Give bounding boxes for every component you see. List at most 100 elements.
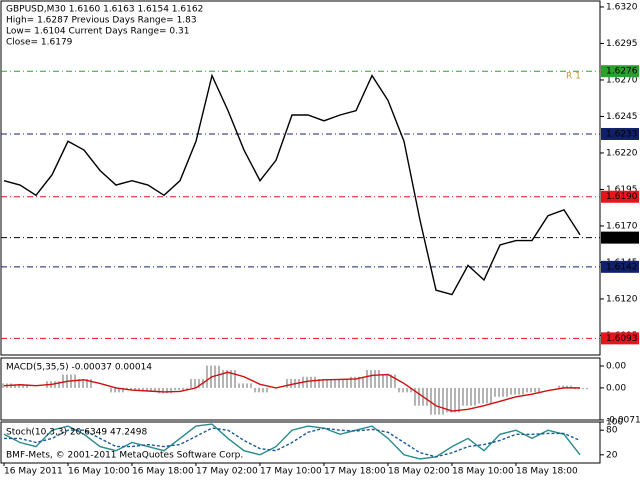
macd-bar [450,387,452,413]
macd-bar [498,387,500,397]
macd-bar [110,387,112,393]
macd-bar [290,378,292,388]
y-tick-label: 0.00 [606,362,626,372]
y-tick-label: 1.6270 [606,75,638,85]
level-box [601,231,639,244]
info-text: Close= 1.6179 [6,38,73,48]
macd-bar [154,387,156,392]
macd-bar [266,387,268,393]
macd-bar [162,387,164,394]
panel-title: MACD(5,35,5) -0.00037 0.00014 [6,363,152,373]
macd-bar [198,378,200,388]
y-tick-label: 1.6120 [606,294,638,304]
macd-bar [146,387,148,392]
y-tick-label: -0.00718 [606,415,640,425]
macd-bar [562,385,564,388]
x-tick-label: 16 May 2011 [4,467,63,477]
x-tick-label: 17 May 18:00 [324,467,386,477]
x-tick-label: 17 May 10:00 [260,467,322,477]
macd-bar [566,385,568,388]
macd-bar [534,387,536,393]
info-text: High= 1.6287 Previous Days Range= 1.83 [6,16,197,26]
macd-bar [214,365,216,388]
x-tick-label: 17 May 02:00 [196,467,258,477]
x-tick-label: 18 May 10:00 [452,467,514,477]
macd-bar [158,387,160,394]
macd-bar [178,387,180,391]
macd-bar [358,376,360,388]
y-tick-label: 100 [606,418,623,428]
macd-bar [194,378,196,388]
macd-bar [330,378,332,388]
macd-bar [246,383,248,388]
stoch-panel [0,421,601,464]
macd-bar [218,365,220,388]
macd-bar [250,383,252,388]
macd-bar [402,387,404,393]
macd-bar [242,383,244,388]
macd-bar [310,376,312,388]
macd-bar [570,385,572,388]
macd-bar [514,387,516,395]
signal-line [3,371,580,412]
y-tick-label: 1.6170 [606,221,638,231]
x-tick-label: 18 May 02:00 [388,467,450,477]
macd-bar [370,370,372,388]
macd-bar [118,387,120,393]
macd-bar [522,387,524,395]
level-label: 1.6276 [606,67,638,77]
macd-bar [326,378,328,388]
panel-title: Stoch(10,3,3) 20.6349 47.2498 [6,428,147,438]
macd-bar [318,378,320,388]
x-tick-label: 18 May 18:00 [516,467,578,477]
y-tick-label: 1.6220 [606,148,638,158]
info-text: GBPUSD,M30 1.6160 1.6163 1.6154 1.6162 [6,5,203,15]
macd-bar [170,387,172,394]
macd-bar [138,387,140,391]
macd-bar [438,387,440,415]
y-tick-label: 0.00 [606,383,626,393]
level-box [601,65,639,78]
macd-bar [230,370,232,388]
macd-bar [442,387,444,415]
macd-bar [586,387,588,390]
main-panel [0,0,601,356]
macd-bar [82,378,84,388]
macd-bar [150,387,152,392]
level-label: 1.6142 [606,262,638,272]
macd-bar [502,387,504,397]
y-tick-label: 1.6320 [606,2,638,12]
level-label: 1.6093 [606,334,638,344]
macd-bar [62,374,64,388]
macd-bar [190,378,192,388]
macd-panel [0,357,601,421]
macd-bar [22,384,24,388]
price-line [3,73,581,296]
macd-bar [478,387,480,404]
macd-bar [306,376,308,388]
macd-bar [494,387,496,397]
macd-bar [342,378,344,388]
macd-bar [14,384,16,388]
macd-bar [182,387,184,391]
macd-bar [470,387,472,406]
macd-bar [18,384,20,388]
macd-bar [166,387,168,394]
info-text: Low= 1.6104 Current Days Range= 0.31 [6,27,189,37]
macd-bar [446,387,448,413]
macd-bar [142,387,144,392]
macd-bar [258,387,260,393]
macd-bar [486,387,488,404]
macd-bar [526,387,528,393]
macd-bar [2,383,4,388]
macd-bar [390,374,392,388]
level-label: 1.6162 [606,233,638,243]
y-tick-label: 1.6295 [606,39,638,49]
macd-bar [86,378,88,388]
macd-bar [462,387,464,406]
level-box [601,332,639,345]
macd-bar [458,387,460,413]
macd-bar [454,387,456,413]
